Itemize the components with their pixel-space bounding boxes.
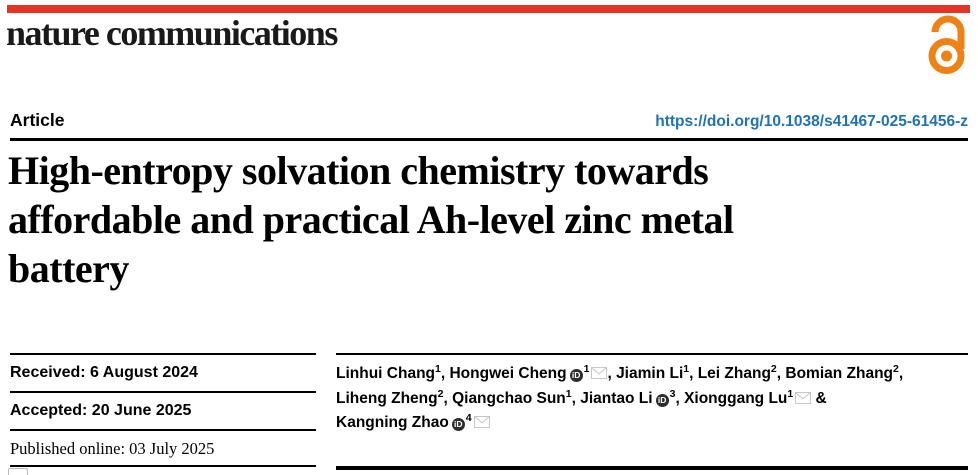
author-name: Jiamin Li xyxy=(616,365,684,382)
affiliation-superscript: 2 xyxy=(893,362,899,375)
open-access-icon xyxy=(924,13,972,80)
author-separator: , xyxy=(571,389,581,407)
author-separator: , xyxy=(443,389,453,407)
author-name: Liheng Zheng xyxy=(336,389,438,407)
author-separator: , xyxy=(440,365,450,382)
check-for-updates-badge[interactable] xyxy=(8,468,28,475)
mail-icon[interactable] xyxy=(591,363,608,387)
author-line: Liheng Zheng2, Qiangchao Sun1, Jiantao L… xyxy=(336,387,968,412)
brand-color-bar xyxy=(7,5,970,13)
authors-column: Linhui Chang1, Hongwei Cheng iD1, Jiamin … xyxy=(336,353,968,470)
author-name: Lei Zhang xyxy=(697,365,771,382)
dates-column: Received: 6 August 2024 Accepted: 20 Jun… xyxy=(10,353,316,467)
published-online-row: Published online: 03 July 2025 xyxy=(10,431,316,467)
author-line: Linhui Chang1, Hongwei Cheng iD1, Jiamin … xyxy=(336,362,968,387)
accepted-row: Accepted: 20 June 2025 xyxy=(10,393,316,431)
author-name: Xionggang Lu xyxy=(684,389,788,407)
affiliation-superscript: 1 xyxy=(683,362,690,375)
article-type-label: Article xyxy=(10,110,65,130)
journal-logo: nature communications xyxy=(6,13,338,53)
orcid-icon[interactable]: iD xyxy=(451,418,465,431)
author-line: Kangning Zhao iD4 xyxy=(336,411,968,436)
article-title-line: affordable and practical Ah-level zinc m… xyxy=(8,197,734,242)
article-title-line: High-entropy solvation chemistry towards xyxy=(8,148,709,193)
affiliation-superscript: 4 xyxy=(465,411,472,424)
author-name: Bomian Zhang xyxy=(785,365,894,382)
mail-icon[interactable] xyxy=(795,388,812,412)
affiliation-superscript: 1 xyxy=(435,362,441,375)
affiliation-superscript: 2 xyxy=(437,387,444,400)
author-list: Linhui Chang1, Hongwei Cheng iD1, Jiamin … xyxy=(336,355,968,436)
author-separator: , xyxy=(776,365,786,382)
author-separator: & xyxy=(811,389,827,407)
orcid-icon[interactable]: iD xyxy=(569,369,583,382)
header-rule xyxy=(10,138,968,141)
author-separator: , xyxy=(607,365,617,382)
orcid-icon[interactable]: iD xyxy=(655,393,669,407)
kicker-row: Article https://doi.org/10.1038/s41467-0… xyxy=(10,110,968,131)
author-name: Jiantao Li xyxy=(580,389,653,407)
article-title-line: battery xyxy=(8,246,129,291)
affiliation-superscript: 1 xyxy=(565,387,572,400)
author-name: Qiangchao Sun xyxy=(452,389,566,407)
author-name: Hongwei Cheng xyxy=(449,365,567,382)
author-separator: , xyxy=(675,389,685,407)
article-title: High-entropy solvation chemistry towards… xyxy=(8,146,970,293)
author-name: Kangning Zhao xyxy=(336,414,449,431)
received-row: Received: 6 August 2024 xyxy=(10,355,316,393)
author-name: Linhui Chang xyxy=(336,365,436,382)
mail-icon[interactable] xyxy=(473,412,490,436)
affiliation-superscript: 1 xyxy=(787,387,794,400)
doi-link[interactable]: https://doi.org/10.1038/s41467-025-61456… xyxy=(655,113,968,130)
affiliation-superscript: 3 xyxy=(669,387,676,400)
affiliation-superscript: 1 xyxy=(583,362,590,375)
author-separator: , xyxy=(689,365,698,382)
author-separator: , xyxy=(898,365,904,382)
affiliation-superscript: 2 xyxy=(770,362,777,375)
